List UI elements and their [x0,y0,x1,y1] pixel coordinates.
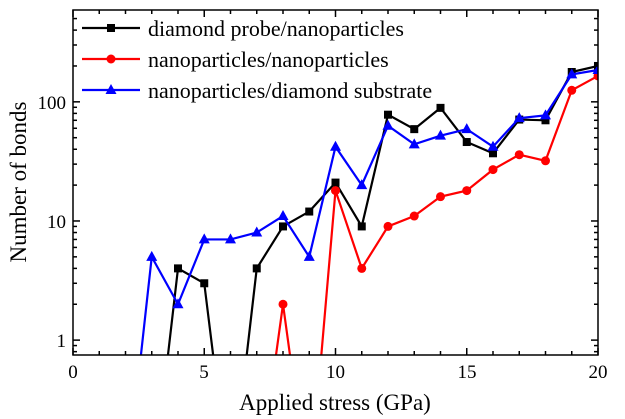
series-line [320,74,598,355]
series-layer [139,61,598,355]
series-line [139,68,598,355]
y-tick-label: 100 [38,93,67,114]
data-point [461,123,473,134]
x-tick-label: 20 [589,362,608,383]
data-point [251,226,263,237]
data-point [225,233,236,244]
data-point [303,250,315,261]
data-point [436,103,445,112]
data-point [408,138,420,149]
x-tick-label: 0 [68,362,78,383]
data-point [567,85,577,95]
y-axis-label: Number of bonds [6,101,31,262]
data-point [513,112,525,123]
data-point [331,178,340,187]
data-point [279,222,287,231]
data-point [488,165,498,175]
data-point [462,186,472,196]
legend-marker [105,84,117,94]
data-point [410,125,419,134]
data-point [357,222,366,231]
data-point [383,221,393,231]
data-point [278,299,288,309]
data-point [252,264,261,273]
y-tick-label: 10 [47,212,66,233]
data-point [356,179,368,190]
x-axis-label: Applied stress (GPa) [239,390,431,415]
legend-marker [106,54,116,64]
data-point [357,263,367,273]
data-point [198,233,210,244]
data-point [331,186,340,196]
data-point [487,140,499,151]
legend: diamond probe/nanoparticles nanoparticle… [82,16,432,103]
data-point [200,279,209,288]
data-point [277,210,289,221]
data-point [566,68,578,79]
data-point [384,110,392,119]
data-point [489,149,497,158]
legend-marker [107,24,115,32]
data-point [540,109,551,120]
legend-label: nanoparticles/nanoparticles [148,47,389,72]
data-point [541,116,550,125]
series-line [274,304,292,355]
axis-ticks [72,10,599,355]
data-point [330,140,341,151]
data-point [541,156,550,166]
data-point [174,264,182,273]
data-point [462,138,471,147]
data-point [382,119,394,130]
data-point [409,211,419,221]
data-point [305,207,314,216]
data-point [436,192,445,202]
legend-label: diamond probe/nanoparticles [148,16,404,41]
data-point [146,250,158,261]
legend-label: nanoparticles/diamond substrate [148,78,432,103]
x-tick-label: 5 [199,362,209,383]
x-tick-label: 10 [326,362,345,383]
y-tick-label: 1 [57,331,67,352]
series-line [166,266,215,355]
data-point [514,150,524,160]
data-point [172,298,184,309]
x-tick-label: 15 [458,362,477,383]
data-point [435,129,446,140]
